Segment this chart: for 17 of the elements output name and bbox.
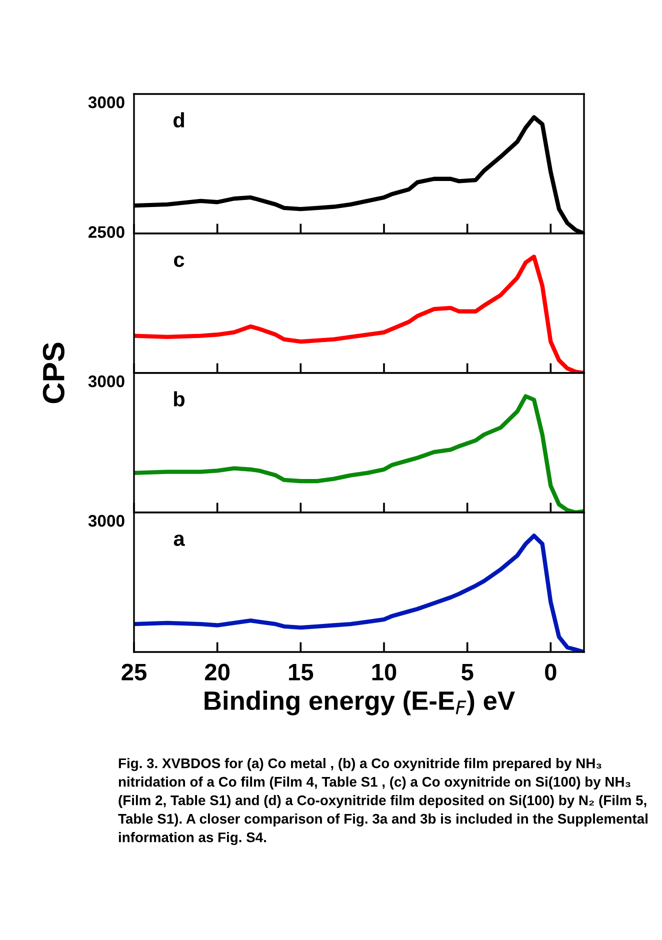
- text: 3000: [88, 514, 124, 527]
- y-axis-title: CPS: [42, 342, 64, 404]
- x-tick-label: 10: [372, 664, 396, 680]
- x-tick-label: 0: [545, 664, 556, 680]
- x-tick-label: 5: [461, 664, 474, 680]
- text: 3000: [88, 96, 124, 108]
- x-axis-title: Binding energy (E-E$_{F}$) eV: [204, 690, 515, 716]
- annotation: d: [173, 112, 184, 128]
- annotation: b: [174, 391, 185, 406]
- x-tick-label: 25: [122, 664, 146, 680]
- annotation: c: [174, 256, 184, 267]
- x-tick-label: 15: [289, 664, 314, 680]
- caption: Fig. 3. XVBDOS for (a) Co metal , (b) a Co oxynitride film prepared by NH₃ nitridation of a Co film (Film 4, Table S1 , (c) a Co oxynitride on Si(100) by NH₃ (Film 2, Table S1) and (d) a Co-oxynitride film deposited on Si(100) by N₂ (Film 5, Table S1). A closer comparison of Fig. 3a and 3b is included in the Supplemental information as Fig. S4.: [118, 758, 648, 846]
- text: 2500: [88, 226, 124, 238]
- x-tick-label: 20: [205, 664, 230, 680]
- text: 3000: [88, 375, 124, 388]
- annotation: a: [174, 534, 185, 546]
